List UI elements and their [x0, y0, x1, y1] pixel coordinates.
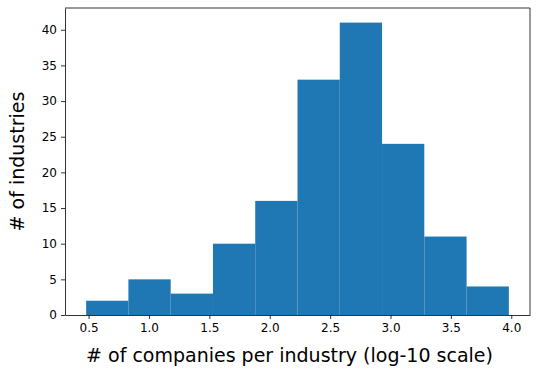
x-axis-title: # of companies per industry (log-10 scal… — [86, 344, 493, 366]
y-axis-tick-mark — [61, 279, 65, 280]
histogram-bar — [298, 80, 340, 315]
x-axis-tick-mark — [149, 315, 150, 319]
y-axis-line — [65, 9, 66, 316]
x-axis-tick-mark — [209, 315, 210, 319]
x-axis-tick-mark — [511, 315, 512, 319]
histogram-bar — [382, 144, 424, 315]
y-axis-tick-label: 5 — [49, 273, 57, 287]
histogram-bar — [424, 237, 466, 315]
x-axis-tick: 2.5 — [321, 315, 340, 335]
y-axis-tick-label: 40 — [42, 23, 57, 37]
x-axis-tick-label: 3.0 — [381, 321, 400, 335]
x-axis-tick: 0.5 — [80, 315, 99, 335]
x-axis-tick: 2.0 — [261, 315, 280, 335]
x-axis-tick-label: 4.0 — [502, 321, 521, 335]
plot-area: 0.5 1.0 1.5 2.0 2.5 3.0 3.5 4.0 0 5 10 15 20 25 30 35 40 — [42, 8, 531, 335]
y-axis-tick-mark — [61, 101, 65, 102]
x-axis-tick-label: 2.5 — [321, 321, 340, 335]
y-axis-tick-mark — [61, 30, 65, 31]
histogram-bar — [467, 286, 509, 315]
x-axis-tick: 3.5 — [442, 315, 461, 335]
y-axis-tick-label: 10 — [42, 237, 57, 251]
x-axis-tick-label: 2.0 — [261, 321, 280, 335]
histogram-bar — [255, 201, 297, 315]
chart: 0.5 1.0 1.5 2.0 2.5 3.0 3.5 4.0 0 5 10 15 20 25 30 35 40… — [0, 0, 540, 370]
x-axis-tick: 3.0 — [381, 315, 400, 335]
x-axis-tick-label: 1.5 — [200, 321, 219, 335]
x-axis-tick-label: 3.5 — [442, 321, 461, 335]
y-axis-tick-label: 0 — [49, 308, 57, 322]
y-axis: 0 5 10 15 20 25 30 35 40 — [42, 9, 66, 323]
frame-top — [65, 8, 530, 9]
y-axis-tick: 15 — [42, 201, 65, 215]
y-axis-tick: 35 — [42, 59, 65, 73]
y-axis-tick-label: 35 — [42, 59, 57, 73]
x-axis-line — [66, 315, 531, 316]
y-axis-tick-mark — [61, 172, 65, 173]
x-axis-tick-label: 1.0 — [140, 321, 159, 335]
x-axis-tick-label: 0.5 — [80, 321, 99, 335]
y-axis-tick: 5 — [49, 273, 65, 287]
x-axis-tick: 1.5 — [200, 315, 219, 335]
bars — [86, 23, 509, 315]
y-axis-tick: 0 — [49, 308, 65, 322]
y-axis-tick: 20 — [42, 166, 65, 180]
y-axis-tick-label: 20 — [42, 166, 57, 180]
x-axis-tick-mark — [451, 315, 452, 319]
y-axis-tick-mark — [61, 208, 65, 209]
x-axis: 0.5 1.0 1.5 2.0 2.5 3.0 3.5 4.0 — [66, 315, 531, 335]
histogram-bar — [213, 244, 255, 315]
x-axis-tick-mark — [270, 315, 271, 319]
histogram-bar — [340, 23, 382, 315]
x-axis-tick-mark — [89, 315, 90, 319]
x-axis-tick-mark — [391, 315, 392, 319]
y-axis-tick: 40 — [42, 23, 65, 37]
histogram-bar — [128, 279, 170, 315]
histogram-bar — [171, 294, 213, 315]
y-axis-tick-label: 30 — [42, 94, 57, 108]
histogram-bar — [86, 301, 128, 315]
x-axis-tick-mark — [330, 315, 331, 319]
y-axis-tick: 30 — [42, 94, 65, 108]
y-axis-tick-mark — [61, 244, 65, 245]
y-axis-tick-mark — [61, 137, 65, 138]
y-axis-tick: 25 — [42, 130, 65, 144]
y-axis-tick-mark — [61, 65, 65, 66]
frame-right — [530, 8, 531, 315]
x-axis-tick: 1.0 — [140, 315, 159, 335]
x-axis-tick: 4.0 — [502, 315, 521, 335]
y-axis-tick: 10 — [42, 237, 65, 251]
y-axis-tick-label: 15 — [42, 201, 57, 215]
y-axis-tick-label: 25 — [42, 130, 57, 144]
y-axis-title: # of industries — [6, 92, 28, 232]
y-axis-tick-mark — [61, 315, 65, 316]
